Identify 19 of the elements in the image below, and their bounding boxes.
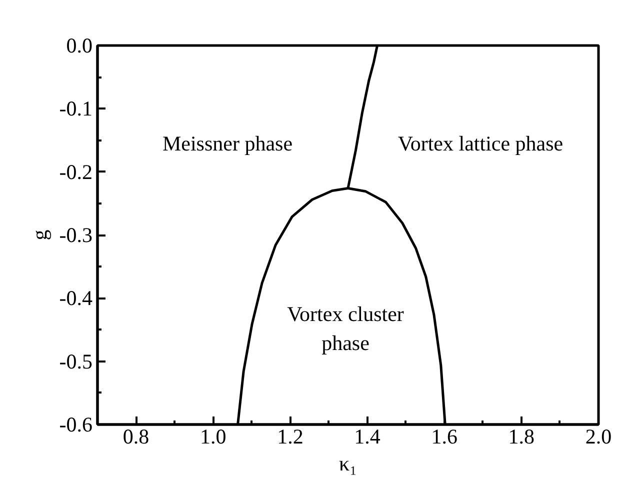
x-tick-label: 1.0 xyxy=(200,424,226,448)
x-tick-label: 1.6 xyxy=(431,424,458,448)
y-tick-label: -0.1 xyxy=(59,96,93,121)
annotation: Vortex cluster phase xyxy=(287,302,404,355)
y-tick-label: -0.4 xyxy=(59,286,93,310)
x-tick-label: 2.0 xyxy=(585,424,612,448)
annotation: Meissner phase xyxy=(162,132,293,156)
annotation: Vortex lattice phase xyxy=(398,132,564,156)
y-tick-label: -0.2 xyxy=(59,160,93,184)
x-tick-label: 1.2 xyxy=(277,424,304,448)
y-tick-label: -0.6 xyxy=(59,412,93,436)
y-tick-label: 0.0 xyxy=(66,34,92,58)
y-tick-label: -0.3 xyxy=(59,223,93,247)
x-tick-label: 1.8 xyxy=(508,424,535,448)
x-tick-label: 0.8 xyxy=(122,424,150,448)
y-tick-label: -0.5 xyxy=(59,349,93,374)
y-axis-title: g xyxy=(27,229,52,240)
x-tick-label: 1.4 xyxy=(354,424,381,448)
x-axis-title: κ₁ xyxy=(339,452,357,476)
